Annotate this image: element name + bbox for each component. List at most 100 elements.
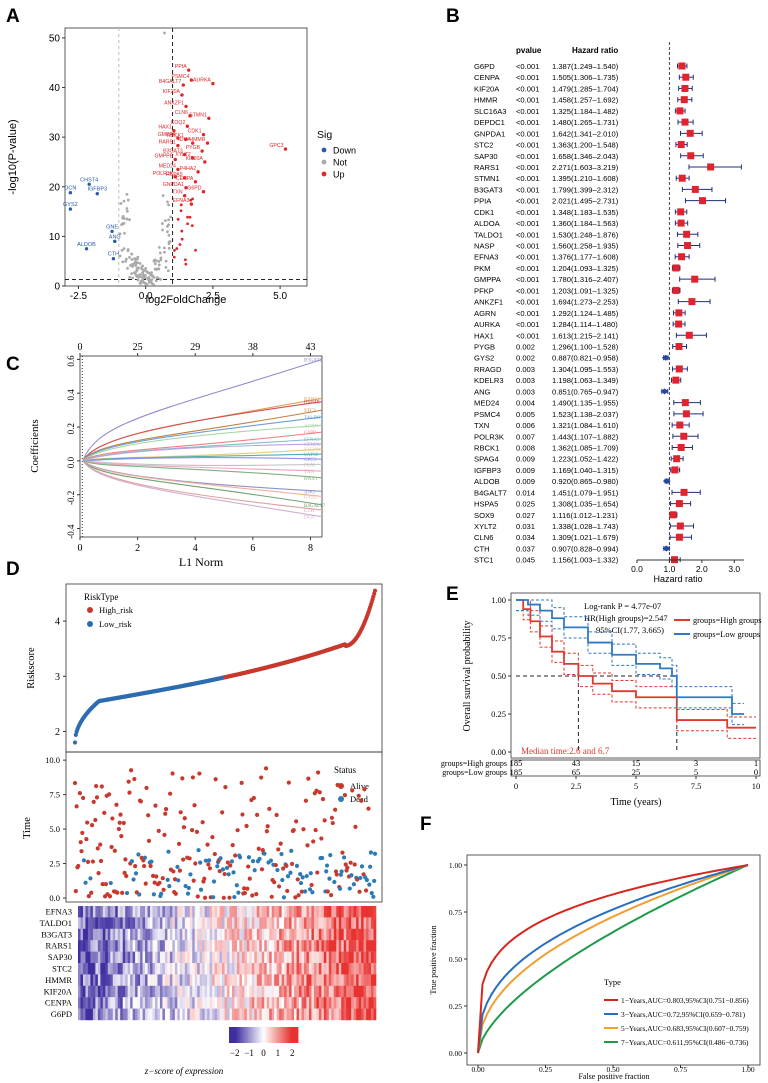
heatmap-cell (82, 951, 86, 964)
heatmap-cell (348, 963, 352, 975)
status-point-alive (119, 834, 124, 839)
heatmap-cell (192, 997, 196, 1009)
heatmap-cell (246, 963, 250, 975)
heatmap-cell (279, 963, 282, 975)
heatmap-cell (182, 951, 186, 964)
heatmap-cell (306, 963, 310, 975)
heatmap-cell (256, 985, 260, 998)
status-point-dead (367, 882, 372, 887)
status-point-alive (182, 816, 187, 821)
heatmap-cell (361, 1008, 364, 1021)
colorbar-segment (229, 1027, 232, 1043)
heatmap-cell (286, 974, 290, 986)
km-ylabel: Overall survival probability (462, 620, 473, 731)
heatmap-cell (217, 985, 220, 998)
volcano-point-up (176, 167, 180, 172)
forest-hr-marker (699, 197, 707, 205)
forest-hr-marker (688, 298, 696, 306)
heatmap-cell (363, 940, 367, 952)
volcano-legend-swatch (321, 171, 327, 177)
status-point-alive (107, 792, 112, 797)
volcano-point-not (159, 258, 163, 262)
heatmap-cell (331, 928, 335, 941)
forest-hr-text: 1.642(1.341–2.010) (552, 129, 619, 138)
heatmap-cell (284, 974, 287, 986)
heatmap-cell (157, 951, 161, 964)
heatmap-cell (281, 974, 285, 986)
heatmap-cell (105, 997, 109, 1009)
status-point-alive (325, 889, 330, 894)
heatmap-cell (229, 963, 233, 975)
heatmap-cell (107, 1008, 111, 1021)
heatmap-cell (157, 997, 161, 1009)
heatmap-cell (117, 974, 121, 986)
status-point-alive (254, 892, 259, 897)
volcano-point-not (167, 246, 171, 250)
forest-hr-text: 1.694(1.273–2.253) (552, 298, 619, 307)
heatmap-cell (281, 917, 285, 929)
forest-hr-marker (672, 264, 680, 272)
status-point-alive (286, 780, 291, 785)
heatmap-cell (366, 974, 369, 986)
colorbar-segment (266, 1027, 270, 1043)
forest-pvalue: 0.037 (516, 544, 535, 553)
heatmap-cell (219, 940, 223, 952)
heatmap-cell (284, 940, 287, 952)
heatmap-cell (219, 1008, 223, 1021)
heatmap-cell (289, 1008, 292, 1021)
heatmap-cell (343, 951, 347, 964)
heatmap-cell (269, 1008, 272, 1021)
heatmap-cell (97, 951, 101, 964)
heatmap-cell (169, 928, 173, 941)
forest-hr-text: 0.920(0.865–0.980) (552, 477, 619, 486)
heatmap-cell (259, 974, 263, 986)
heatmap-cell (336, 974, 340, 986)
panel-label-b: B (446, 6, 460, 27)
heatmap-cell (249, 974, 253, 986)
status-point-dead (324, 863, 330, 868)
heatmap-cell (115, 997, 119, 1009)
forest-hr-text: 1.296(1.100–1.528) (552, 343, 619, 352)
heatmap-cell (261, 940, 265, 952)
heatmap-cell (145, 997, 148, 1009)
volcano-point-not (147, 278, 151, 282)
heatmap-gene-label: STC2 (52, 964, 72, 974)
heatmap-cell (227, 951, 230, 964)
heatmap-cell (311, 1008, 315, 1021)
riskscore-point (73, 732, 78, 737)
heatmap-cell (132, 985, 136, 998)
heatmap-cell (97, 906, 101, 918)
volcano-point-down (84, 247, 89, 251)
heatmap-cell (174, 928, 178, 941)
status-point-alive (163, 806, 169, 812)
heatmap-cell (214, 997, 218, 1009)
heatmap-cell (346, 974, 349, 986)
heatmap-cell (209, 997, 213, 1009)
volcano-point-not (125, 193, 129, 196)
heatmap-cell (266, 940, 270, 952)
km-xtick-label: 0 (514, 781, 518, 791)
volcano-point-label: GNPDA1 (163, 182, 184, 188)
heatmap-cell (286, 951, 290, 964)
status-point-dead (83, 880, 88, 885)
heatmap-cell (135, 963, 138, 975)
status-point-alive (123, 857, 128, 862)
status-point-dead (137, 892, 142, 897)
heatmap-cell (353, 906, 357, 918)
heatmap-cell (231, 928, 235, 941)
heatmap-cell (353, 1008, 357, 1021)
lasso-path-label: B3GAT1 (304, 358, 323, 363)
heatmap-cell (271, 951, 275, 964)
heatmap-cell (348, 928, 352, 941)
heatmap-cell (145, 985, 148, 998)
heatmap-cell (351, 985, 354, 998)
heatmap-cell (256, 951, 260, 964)
forest-gene-label: ANKZF1 (474, 298, 503, 307)
lasso-ytick-label: -0.4 (66, 524, 76, 539)
volcano-point-label: TXN (172, 190, 183, 196)
heatmap-cell (281, 1008, 285, 1021)
heatmap-cell (316, 917, 320, 929)
colorbar-segment (249, 1027, 252, 1043)
heatmap-cell (308, 974, 312, 986)
status-point-dead (198, 887, 204, 892)
